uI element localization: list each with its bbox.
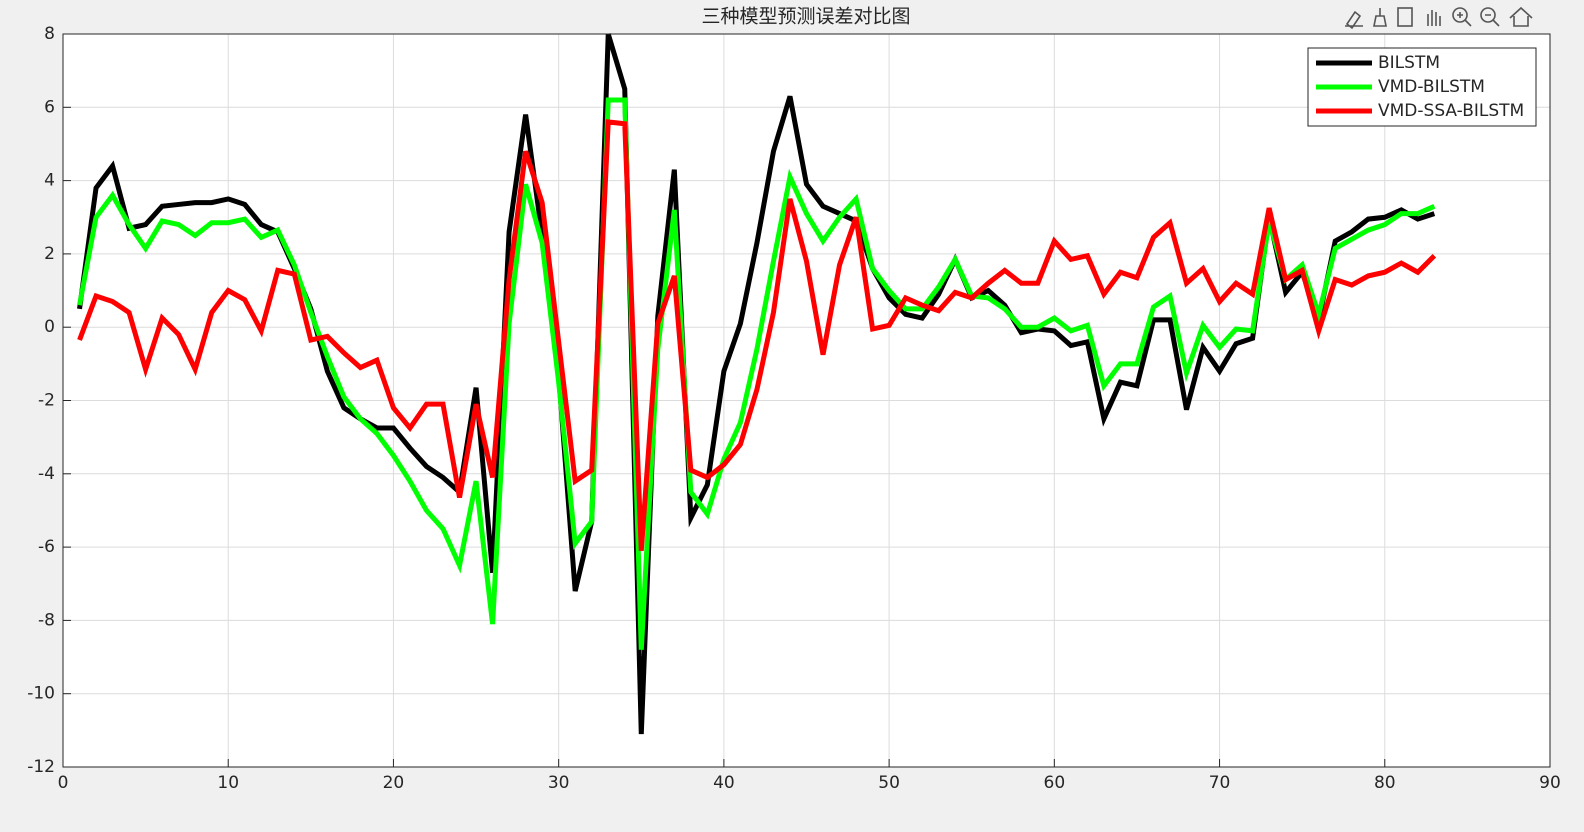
datatip-icon[interactable] (1373, 8, 1387, 27)
x-tick-label: 10 (217, 773, 239, 793)
x-tick-label: 40 (713, 773, 735, 793)
legend-label: VMD-SSA-BILSTM (1378, 101, 1524, 121)
toolbar (1345, 6, 1533, 30)
x-tick-label: 30 (548, 773, 570, 793)
y-tick-label: -10 (27, 684, 55, 704)
x-tick-label: 70 (1209, 773, 1231, 793)
series-line (77, 119, 1437, 551)
x-tick-label: 20 (383, 773, 405, 793)
zoom-out-icon[interactable] (1480, 7, 1496, 23)
x-tick-label: 60 (1044, 773, 1066, 793)
y-tick-label: -4 (38, 464, 55, 484)
chart-title: 三种模型预测误差对比图 (701, 6, 910, 28)
x-tick-label: 80 (1374, 773, 1396, 793)
y-tick-label: -8 (38, 610, 55, 630)
y-tick-label: 8 (44, 24, 55, 44)
x-tick-label: 0 (58, 773, 69, 793)
x-tick-label: 50 (878, 773, 900, 793)
y-tick-label: -6 (38, 537, 55, 557)
y-tick-label: 0 (44, 317, 55, 337)
zoom-in-icon[interactable] (1452, 7, 1468, 23)
legend-label: VMD-BILSTM (1378, 77, 1485, 97)
home-icon[interactable] (1509, 6, 1533, 27)
y-tick-label: -2 (38, 391, 55, 411)
brush-icon[interactable] (1345, 10, 1363, 30)
y-tick-label: 2 (44, 244, 55, 264)
y-tick-label: -12 (27, 757, 55, 777)
plot-area (62, 33, 1551, 768)
series-line (77, 97, 1436, 650)
pan-icon[interactable] (1427, 10, 1441, 26)
legend-label: BILSTM (1378, 53, 1440, 73)
y-tick-label: 6 (44, 97, 55, 117)
legend-icon[interactable] (1397, 7, 1413, 27)
y-tick-label: 4 (44, 171, 55, 191)
x-tick-label: 90 (1539, 773, 1561, 793)
